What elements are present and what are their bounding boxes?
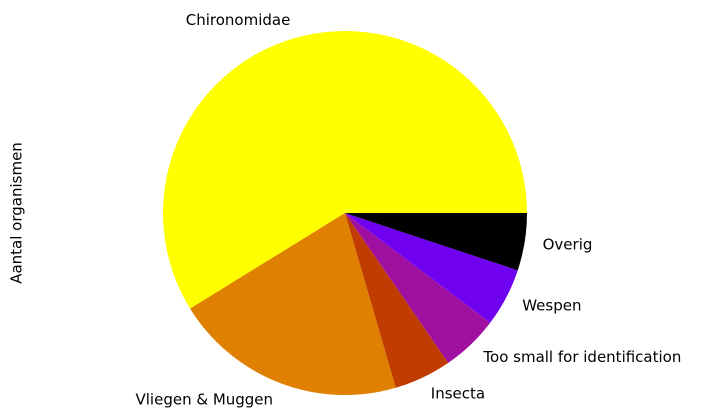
pie-slice bbox=[345, 213, 491, 363]
pie-slice bbox=[190, 213, 396, 395]
pie-slice bbox=[345, 213, 527, 271]
slice-label: Chironomidae bbox=[186, 11, 291, 29]
slice-label: Overig bbox=[543, 235, 593, 253]
slice-label: Insecta bbox=[431, 384, 485, 402]
y-axis-label: Aantal organismen bbox=[8, 142, 26, 284]
slice-label: Too small for identification bbox=[482, 348, 681, 366]
slice-label: Vliegen & Muggen bbox=[136, 390, 274, 408]
pie-slice bbox=[162, 31, 528, 309]
pie-slice bbox=[345, 213, 518, 323]
slice-label: Wespen bbox=[522, 297, 581, 315]
pie-slice bbox=[345, 213, 449, 388]
